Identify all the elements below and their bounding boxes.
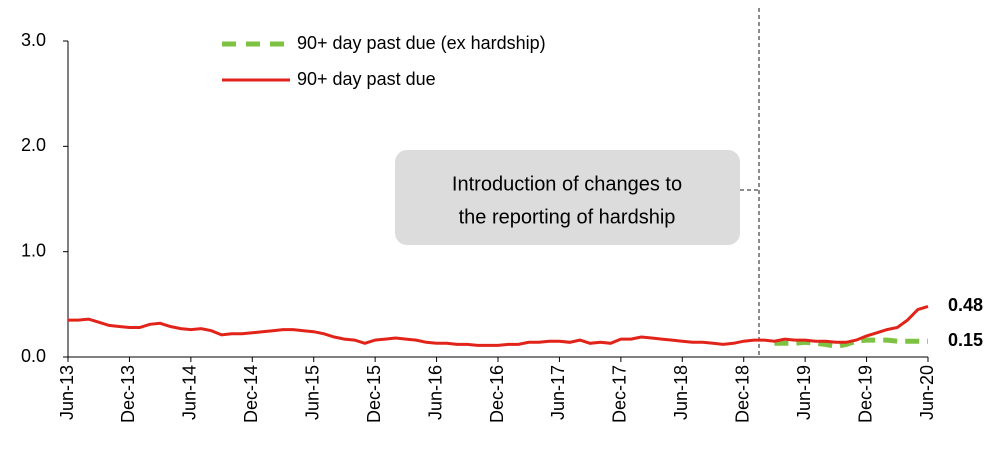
- x-tick-label: Dec-19: [855, 365, 875, 423]
- x-tick-label: Dec-18: [732, 365, 752, 423]
- x-tick-label: Jun-15: [302, 365, 322, 420]
- annotation-text: the reporting of hardship: [459, 206, 676, 228]
- x-tick-label: Dec-13: [118, 365, 138, 423]
- x-tick-label: Jun-20: [917, 365, 937, 420]
- annotation-text: Introduction of changes to: [452, 173, 682, 195]
- series-line: [68, 304, 929, 347]
- legend-label: 90+ day past due: [297, 69, 436, 89]
- annotation-box: [395, 150, 740, 245]
- y-tick-label: 3.0: [21, 30, 46, 50]
- x-tick-label: Dec-16: [487, 365, 507, 423]
- x-tick-label: Dec-15: [364, 365, 384, 423]
- end-label: 0.48: [948, 295, 983, 315]
- x-tick-label: Dec-14: [241, 365, 261, 423]
- y-tick-label: 2.0: [21, 135, 46, 155]
- x-tick-label: Jun-13: [57, 365, 77, 420]
- x-tick-label: Jun-14: [180, 365, 200, 420]
- x-tick-label: Jun-17: [548, 365, 568, 420]
- legend-label: 90+ day past due (ex hardship): [297, 33, 546, 53]
- x-tick-label: Dec-17: [610, 365, 630, 423]
- x-tick-label: Jun-18: [671, 365, 691, 420]
- x-tick-label: Jun-16: [425, 365, 445, 420]
- x-tick-label: Jun-19: [794, 365, 814, 420]
- end-label: 0.15: [948, 330, 983, 350]
- y-tick-label: 1.0: [21, 240, 46, 260]
- y-tick-label: 0.0: [21, 346, 46, 366]
- series-line: [774, 337, 928, 350]
